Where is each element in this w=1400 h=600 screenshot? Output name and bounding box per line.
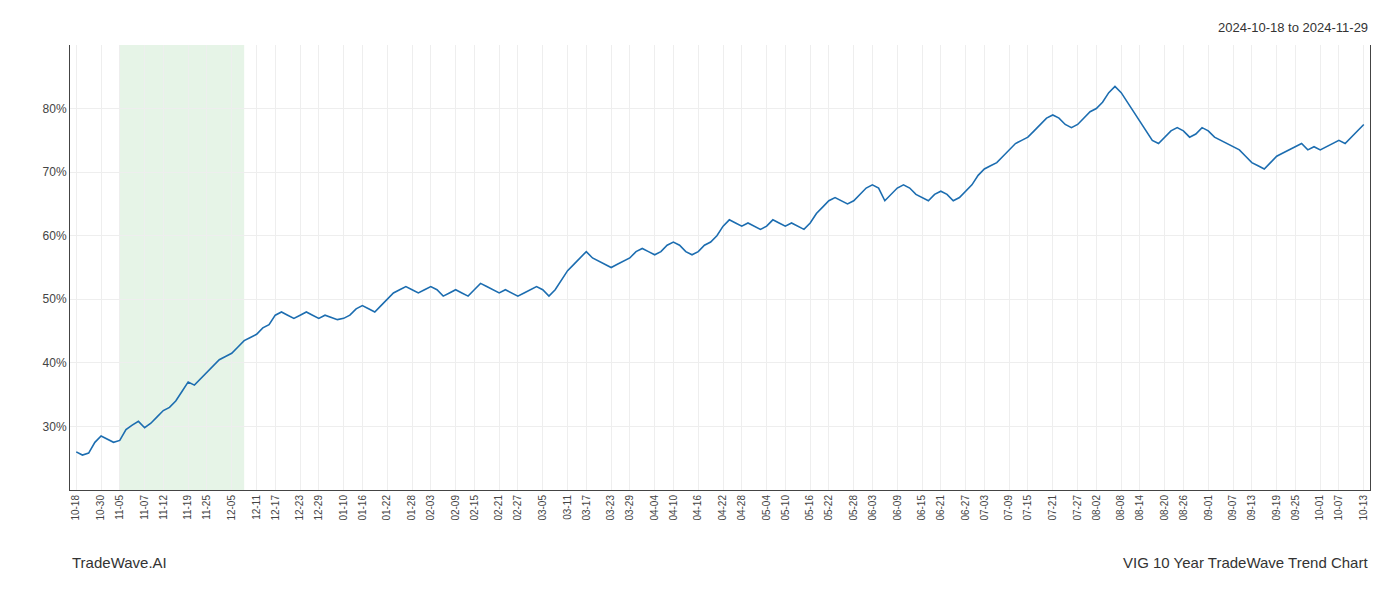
svg-text:12-29: 12-29 — [313, 495, 324, 521]
svg-text:03-05: 03-05 — [537, 495, 548, 521]
svg-text:04-16: 04-16 — [692, 495, 703, 521]
svg-text:01-28: 01-28 — [406, 495, 417, 521]
svg-text:09-25: 09-25 — [1290, 495, 1301, 521]
svg-text:05-04: 05-04 — [761, 495, 772, 521]
svg-text:12-23: 12-23 — [294, 495, 305, 521]
svg-text:2024-10-18 to 2024-11-29: 2024-10-18 to 2024-11-29 — [1218, 20, 1368, 35]
svg-text:50%: 50% — [43, 292, 67, 306]
svg-text:30%: 30% — [43, 420, 67, 434]
svg-text:09-01: 09-01 — [1203, 495, 1214, 521]
svg-text:11-05: 11-05 — [114, 495, 125, 520]
svg-text:12-05: 12-05 — [226, 495, 237, 521]
svg-text:02-15: 02-15 — [469, 495, 480, 521]
svg-text:06-03: 06-03 — [867, 495, 878, 521]
svg-text:06-21: 06-21 — [935, 495, 946, 521]
svg-text:12-17: 12-17 — [270, 495, 281, 521]
svg-text:01-16: 01-16 — [357, 495, 368, 521]
svg-text:03-11: 03-11 — [562, 495, 573, 520]
svg-text:10-18: 10-18 — [70, 495, 81, 521]
svg-text:03-17: 03-17 — [581, 495, 592, 521]
svg-text:VIG 10 Year TradeWave Trend Ch: VIG 10 Year TradeWave Trend Chart — [1123, 554, 1368, 571]
svg-text:04-28: 04-28 — [736, 495, 747, 521]
svg-text:08-14: 08-14 — [1134, 495, 1145, 521]
svg-text:09-07: 09-07 — [1227, 495, 1238, 521]
svg-text:05-10: 05-10 — [780, 495, 791, 521]
svg-text:07-09: 07-09 — [1003, 495, 1014, 521]
svg-text:03-23: 03-23 — [605, 495, 616, 521]
svg-text:08-02: 08-02 — [1091, 495, 1102, 521]
svg-text:07-03: 07-03 — [979, 495, 990, 521]
svg-text:02-21: 02-21 — [493, 495, 504, 521]
svg-text:08-08: 08-08 — [1115, 495, 1126, 521]
svg-text:04-04: 04-04 — [649, 495, 660, 521]
svg-text:11-07: 11-07 — [139, 495, 150, 520]
svg-text:11-19: 11-19 — [182, 495, 193, 520]
svg-text:80%: 80% — [43, 102, 67, 116]
svg-text:02-09: 02-09 — [450, 495, 461, 521]
svg-text:02-27: 02-27 — [512, 495, 523, 521]
svg-text:06-27: 06-27 — [960, 495, 971, 521]
svg-text:04-10: 04-10 — [668, 495, 679, 521]
svg-text:60%: 60% — [43, 229, 67, 243]
svg-text:04-22: 04-22 — [717, 495, 728, 521]
svg-text:11-25: 11-25 — [201, 495, 212, 520]
svg-text:10-07: 10-07 — [1333, 495, 1344, 521]
svg-text:10-30: 10-30 — [95, 495, 106, 521]
svg-text:12-11: 12-11 — [251, 495, 262, 520]
svg-text:08-20: 08-20 — [1159, 495, 1170, 521]
svg-text:02-03: 02-03 — [425, 495, 436, 521]
svg-text:10-01: 10-01 — [1314, 495, 1325, 521]
svg-text:01-10: 01-10 — [338, 495, 349, 521]
svg-text:05-16: 05-16 — [804, 495, 815, 521]
svg-text:07-27: 07-27 — [1072, 495, 1083, 521]
svg-text:09-19: 09-19 — [1271, 495, 1282, 521]
svg-text:09-13: 09-13 — [1246, 495, 1257, 521]
svg-text:08-26: 08-26 — [1178, 495, 1189, 521]
svg-text:11-12: 11-12 — [158, 495, 169, 520]
svg-text:10-13: 10-13 — [1358, 495, 1369, 521]
svg-text:05-28: 05-28 — [848, 495, 859, 521]
svg-text:40%: 40% — [43, 356, 67, 370]
svg-text:01-22: 01-22 — [381, 495, 392, 521]
svg-text:07-15: 07-15 — [1022, 495, 1033, 521]
svg-text:06-15: 06-15 — [916, 495, 927, 521]
svg-text:07-21: 07-21 — [1047, 495, 1058, 521]
svg-text:TradeWave.AI: TradeWave.AI — [72, 554, 167, 571]
svg-text:03-29: 03-29 — [624, 495, 635, 521]
svg-text:05-22: 05-22 — [823, 495, 834, 521]
svg-text:06-09: 06-09 — [892, 495, 903, 521]
svg-text:70%: 70% — [43, 165, 67, 179]
